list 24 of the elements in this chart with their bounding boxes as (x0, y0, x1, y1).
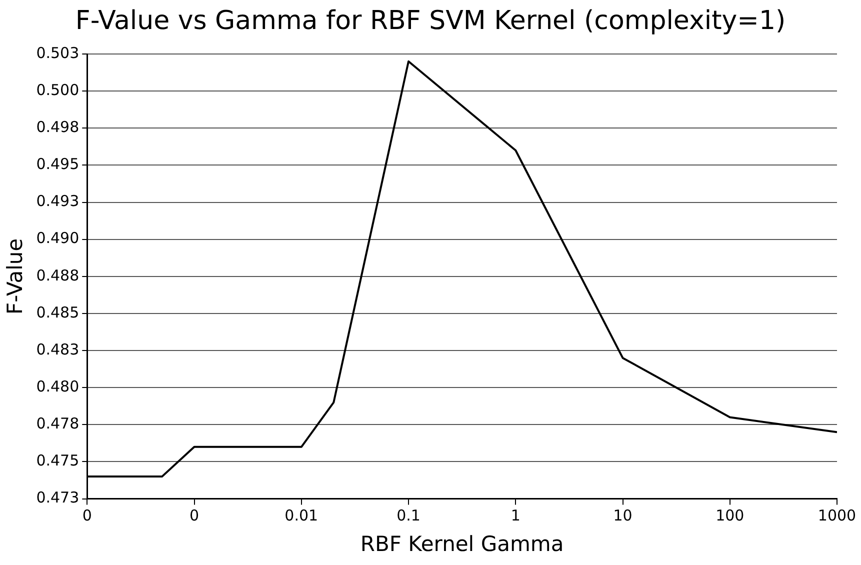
y-tick-label: 0.473 (36, 488, 80, 507)
x-tick-label: 1000 (818, 506, 856, 525)
y-tick-label: 0.500 (36, 80, 80, 99)
y-tick-label: 0.490 (36, 229, 80, 248)
x-tick-label: 0 (82, 506, 92, 525)
y-tick-label: 0.485 (36, 303, 80, 322)
y-tick-label: 0.498 (36, 118, 80, 136)
x-tick-label: 10 (613, 506, 632, 525)
y-tick-label: 0.478 (36, 414, 80, 433)
x-tick-label: 0.1 (396, 506, 420, 525)
x-tick-label: 1 (510, 506, 520, 525)
y-tick-label: 0.495 (36, 155, 80, 174)
y-tick-label: 0.475 (36, 452, 80, 470)
y-axis-title: F-Value (3, 238, 28, 314)
x-tick-label: 100 (716, 506, 744, 525)
y-tick-label: 0.483 (36, 340, 80, 358)
y-tick-label: 0.488 (36, 266, 80, 284)
y-tick-label: 0.480 (36, 377, 80, 396)
y-tick-label: 0.503 (36, 44, 80, 62)
x-tick-label: 0 (189, 506, 200, 525)
x-axis-title: RBF Kernel Gamma (360, 532, 564, 556)
x-tick-label: 0.01 (284, 506, 318, 525)
y-tick-label: 0.493 (36, 192, 80, 210)
chart-title: F-Value vs Gamma for RBF SVM Kernel (complexity=1) (74, 6, 787, 38)
